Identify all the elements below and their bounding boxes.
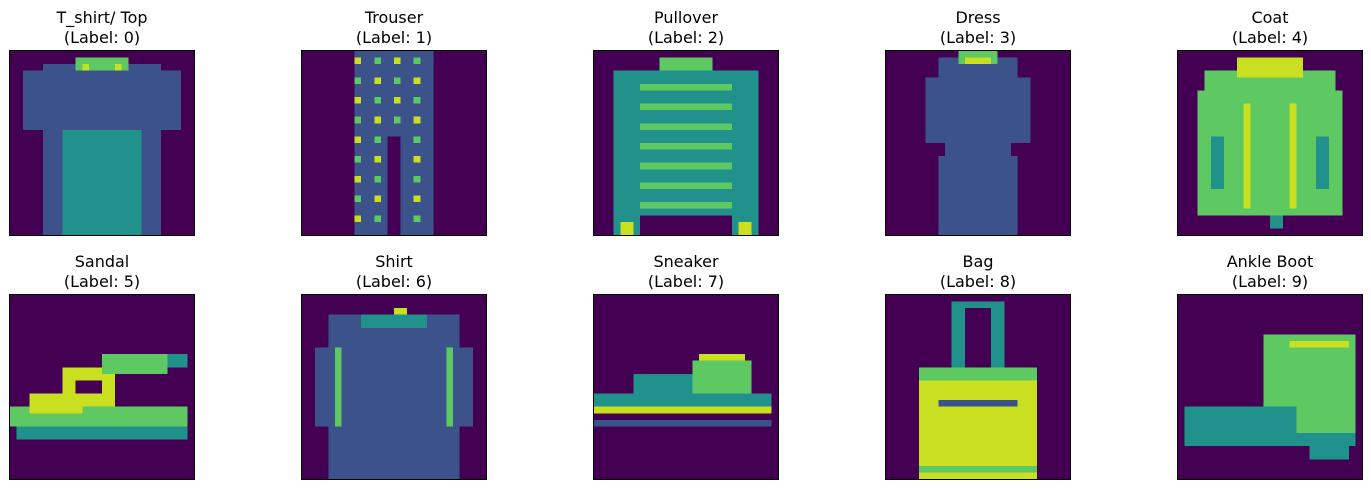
panel-class-name: Trouser (364, 8, 424, 27)
stripe (640, 83, 732, 91)
panel-title: Sandal (Label: 5) (9, 252, 195, 292)
panel-class-name: Dress (955, 8, 1001, 27)
panel-label-text: (Label: 9) (1231, 272, 1309, 291)
bag-body (918, 367, 1038, 479)
shirt-image (301, 294, 487, 480)
panel-title: Bag (Label: 8) (885, 252, 1071, 292)
left-sleeve (613, 70, 640, 235)
tshirt-image (9, 50, 195, 236)
panel-class-name: Shirt (375, 252, 413, 271)
ankle-boot-image (1177, 294, 1363, 480)
stripe (640, 162, 732, 170)
panel-label-text: (Label: 4) (1231, 28, 1309, 47)
coat-body (1204, 70, 1336, 216)
panel-title: Dress (Label: 3) (885, 8, 1071, 48)
stripe (640, 182, 732, 189)
sneaker-image (593, 294, 779, 480)
right-sleeve (453, 347, 473, 427)
panel-label-text: (Label: 2) (647, 28, 725, 47)
collar (1237, 57, 1303, 78)
panel-title: Shirt (Label: 6) (301, 252, 487, 292)
body-shade (62, 129, 142, 235)
shirt-body (328, 314, 460, 479)
panel-title: Coat (Label: 4) (1177, 8, 1363, 48)
stripe (640, 202, 732, 209)
panel-class-name: Pullover (653, 8, 719, 27)
panel-class-name: Bag (962, 252, 994, 271)
coat-image (1177, 50, 1363, 236)
panel-class-name: Sandal (74, 252, 130, 271)
stripe (640, 103, 732, 111)
toe (633, 373, 693, 394)
flap-line (938, 400, 1018, 407)
panel-title: Trouser (Label: 1) (301, 8, 487, 48)
panel-class-name: Coat (1251, 8, 1289, 27)
handle-right (991, 301, 1005, 368)
left-sleeve (315, 347, 335, 427)
panel-label-text: (Label: 8) (939, 272, 1017, 291)
panel-class-name: Sneaker (653, 252, 719, 271)
panel-title: Sneaker (Label: 7) (593, 252, 779, 292)
sole (1184, 433, 1356, 447)
panel-class-name: T_shirt/ Top (56, 8, 148, 27)
neck (659, 57, 713, 71)
panel-class-name: Ankle Boot (1226, 252, 1314, 271)
sandal-image (9, 294, 195, 480)
stripe (640, 143, 732, 150)
panel-label-text: (Label: 1) (355, 28, 433, 47)
panel-label-text: (Label: 7) (647, 272, 725, 291)
handle-left (951, 301, 965, 368)
handle-top (951, 301, 1005, 309)
panel-label-text: (Label: 3) (939, 28, 1017, 47)
right-sleeve (732, 70, 759, 235)
dress-image (885, 50, 1071, 236)
bodice-top (938, 57, 1018, 78)
panel-title: T_shirt/ Top (Label: 0) (9, 8, 195, 48)
trouser-image (301, 50, 487, 236)
back-strap (102, 354, 168, 374)
panel-label-text: (Label: 5) (63, 272, 141, 291)
upper (692, 360, 752, 394)
panel-title: Ankle Boot (Label: 9) (1177, 252, 1363, 292)
panel-label-text: (Label: 6) (355, 272, 433, 291)
panel-title: Pullover (Label: 2) (593, 8, 779, 48)
stripe (640, 123, 732, 130)
panel-label-text: (Label: 0) (63, 28, 141, 47)
bag-image (885, 294, 1071, 480)
pullover-image (593, 50, 779, 236)
